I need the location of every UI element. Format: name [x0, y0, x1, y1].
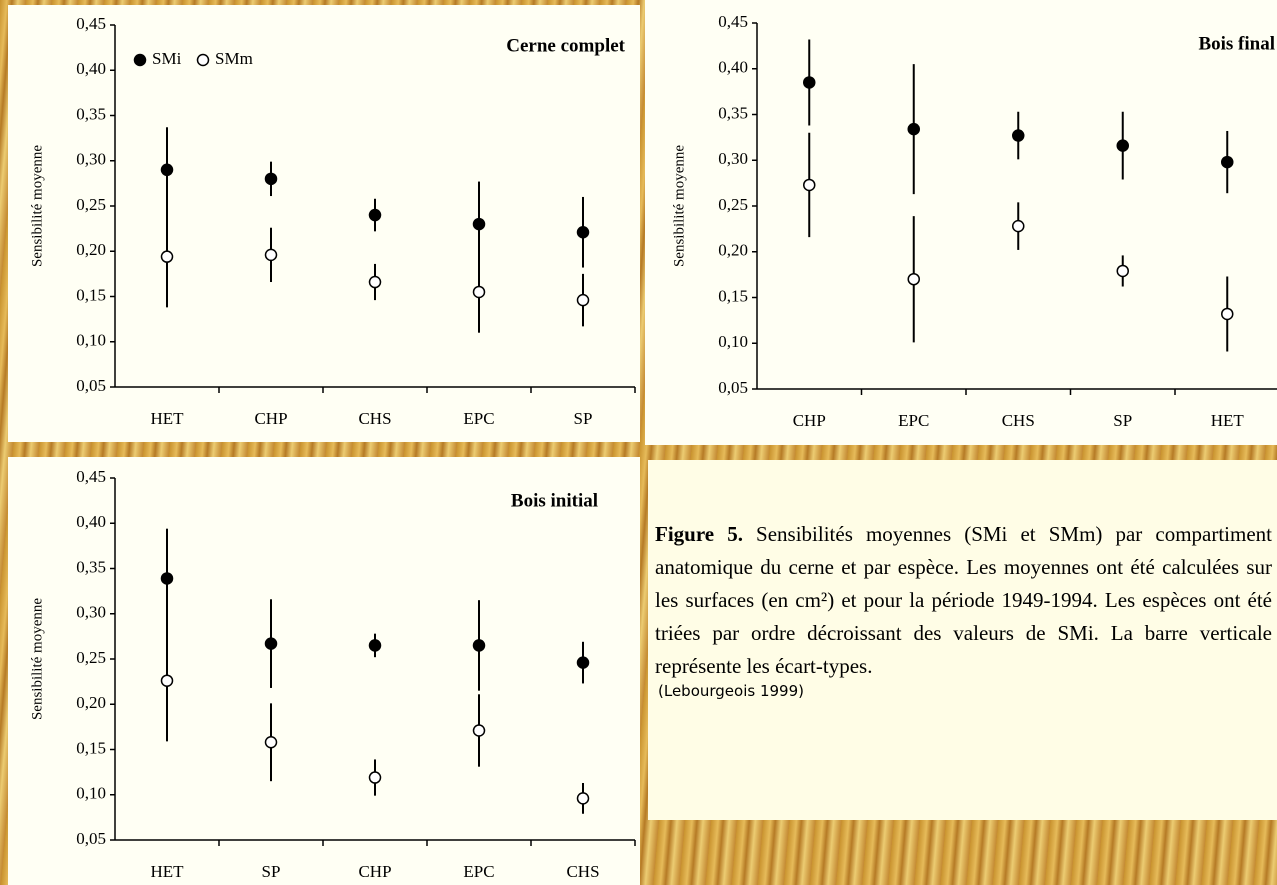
dot: [368, 275, 382, 289]
y-tick-label: 0,35: [718, 103, 748, 122]
y-axis-label: Sensibilité moyenne: [671, 145, 687, 267]
y-tick-label: 0,10: [718, 332, 748, 351]
dot: [803, 76, 816, 89]
y-tick-label: 0,20: [718, 241, 748, 260]
x-tick-label: CHP: [254, 409, 287, 428]
dot: [264, 736, 278, 749]
dot: [1116, 264, 1129, 278]
dot: [907, 122, 920, 136]
dot: [160, 674, 174, 687]
y-tick-label: 0,30: [718, 149, 748, 168]
y-tick-label: 0,25: [76, 195, 106, 214]
chart-title: Bois initial: [511, 490, 598, 511]
x-tick-label: SP: [262, 862, 281, 881]
y-tick-label: 0,10: [76, 331, 106, 350]
dot: [264, 172, 278, 186]
caption-text: Sensibilités moyennes (SMi et SMm) par c…: [655, 522, 1273, 678]
y-tick-label: 0,10: [76, 784, 106, 803]
y-tick-label: 0,40: [76, 512, 106, 531]
dot: [576, 293, 590, 307]
chart-title: Bois final: [1198, 33, 1275, 54]
dot: [160, 572, 174, 585]
y-tick-label: 0,40: [76, 59, 106, 78]
caption-box: Figure 5. Sensibilités moyennes (SMi et …: [648, 460, 1277, 820]
y-axis-label: Sensibilité moyenne: [29, 145, 45, 267]
dot: [1116, 139, 1129, 152]
dot: [264, 637, 278, 650]
x-tick-label: HET: [150, 409, 184, 428]
x-tick-label: CHS: [566, 862, 599, 881]
y-axis-label: Sensibilité moyenne: [29, 598, 45, 720]
panel: [645, 0, 1277, 445]
x-tick-label: SP: [1113, 411, 1132, 430]
dot: [368, 639, 382, 652]
x-tick-label: HET: [1211, 411, 1245, 430]
y-tick-label: 0,25: [76, 648, 106, 667]
x-tick-label: EPC: [463, 409, 494, 428]
dot: [472, 639, 486, 652]
y-tick-label: 0,25: [718, 195, 748, 214]
dot: [1012, 129, 1025, 142]
caption-label: Figure 5.: [655, 522, 743, 546]
dot: [1012, 219, 1025, 233]
dot: [907, 272, 920, 286]
y-tick-label: 0,40: [718, 58, 748, 77]
y-tick-label: 0,30: [76, 150, 106, 169]
y-tick-label: 0,15: [718, 286, 748, 305]
y-tick-label: 0,05: [718, 378, 748, 397]
y-tick-label: 0,20: [76, 693, 106, 712]
panel: [8, 5, 640, 442]
y-tick-label: 0,45: [718, 12, 748, 31]
y-tick-label: 0,45: [76, 467, 106, 486]
dot: [576, 792, 590, 805]
legend-label: SMm: [215, 49, 253, 68]
x-tick-label: CHP: [793, 411, 826, 430]
y-tick-label: 0,45: [76, 14, 106, 33]
x-tick-label: EPC: [463, 862, 494, 881]
y-tick-label: 0,15: [76, 285, 106, 304]
y-tick-label: 0,05: [76, 376, 106, 395]
x-tick-label: CHS: [358, 409, 391, 428]
dot: [1221, 307, 1234, 321]
y-tick-label: 0,20: [76, 240, 106, 259]
dot: [576, 225, 590, 239]
dot: [160, 163, 174, 177]
dot: [472, 217, 486, 231]
dot: [576, 656, 590, 669]
x-tick-label: CHP: [358, 862, 391, 881]
caption: Figure 5. Sensibilités moyennes (SMi et …: [655, 518, 1272, 683]
y-tick-label: 0,30: [76, 603, 106, 622]
x-tick-label: HET: [150, 862, 184, 881]
dot: [803, 178, 816, 192]
dot: [160, 250, 174, 263]
dot: [472, 724, 486, 737]
y-tick-label: 0,15: [76, 738, 106, 757]
y-tick-label: 0,35: [76, 104, 106, 123]
dot: [368, 208, 382, 222]
legend-marker: [196, 53, 210, 67]
y-tick-label: 0,05: [76, 829, 106, 848]
legend-marker: [133, 53, 147, 67]
x-tick-label: EPC: [898, 411, 929, 430]
chart-title: Cerne complet: [506, 35, 625, 56]
y-tick-label: 0,35: [76, 557, 106, 576]
legend-label: SMi: [152, 49, 182, 68]
dot: [472, 285, 486, 299]
dot: [368, 771, 382, 784]
x-tick-label: SP: [574, 409, 593, 428]
dot: [1221, 155, 1234, 169]
panel: [8, 457, 640, 885]
dot: [264, 248, 278, 262]
caption-source: (Lebourgeois 1999): [658, 682, 804, 700]
x-tick-label: CHS: [1002, 411, 1035, 430]
